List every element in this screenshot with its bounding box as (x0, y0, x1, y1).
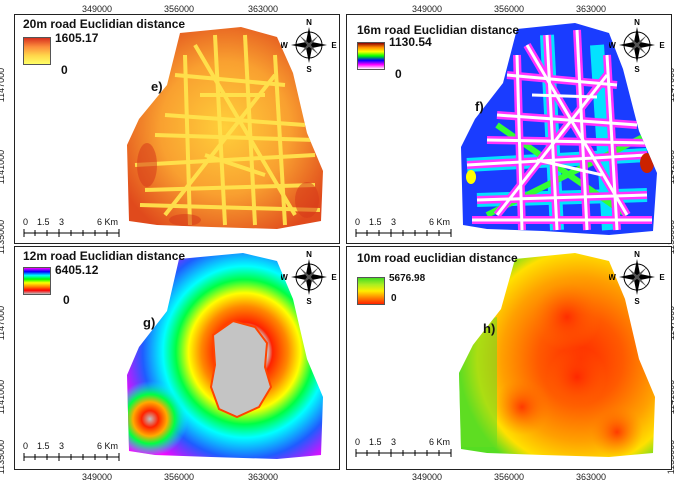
top-x-tick-5: 356000 (494, 4, 525, 14)
map-h (459, 253, 655, 457)
panel-e-legend-ramp (23, 37, 51, 65)
scale-f-3: 6 Km (429, 217, 451, 227)
compass-n: N (634, 18, 640, 27)
panel-e-legend-min: 0 (61, 63, 68, 77)
scalebar-h (355, 449, 452, 457)
panel-g-title: 12m road Euclidian distance (23, 249, 186, 263)
panel-h-legend-max: 5676.98 (389, 273, 426, 284)
scale-h-0: 0 (355, 437, 361, 447)
bottom-x-tick-3: 363000 (248, 472, 279, 482)
scale-g-1: 1.5 (37, 441, 50, 451)
compass-n: N (306, 250, 312, 259)
compass-e-letter: E (659, 273, 665, 282)
scale-g-3: 6 Km (97, 441, 119, 451)
compass-n: N (306, 18, 312, 27)
bottom-x-tick-4: 349000 (412, 472, 443, 482)
map-g (127, 253, 323, 459)
panel-f-legend-max: 1130.54 (389, 35, 432, 49)
scale-e-2: 3 (59, 217, 65, 227)
compass-s: S (634, 297, 640, 305)
compass-e-letter: E (331, 273, 337, 282)
compass-w: W (609, 41, 616, 50)
left-y-tick-4: 1147000 (0, 305, 7, 341)
panel-f-legend-min: 0 (395, 67, 402, 81)
panel-f-legend-ramp (357, 42, 385, 70)
compass-e-letter: E (659, 41, 665, 50)
scale-f-1: 1.5 (369, 217, 382, 227)
left-y-tick-5: 1141000 (0, 379, 7, 415)
scale-h-2: 3 (391, 437, 397, 447)
panel-h-legend-min: 0 (391, 293, 397, 304)
panel-f-title: 16m road Euclidian distance (357, 23, 520, 37)
compass-w: W (281, 41, 288, 50)
compass-h: N S W E (609, 250, 665, 305)
panel-e-title: 20m road Euclidian distance (23, 17, 186, 31)
scalebar-e (23, 229, 120, 237)
scale-g-0: 0 (23, 441, 29, 451)
left-y-tick-1: 1147000 (0, 67, 7, 103)
map-e (127, 27, 323, 229)
panel-h-label: h) (483, 321, 496, 336)
bottom-x-tick-6: 363000 (576, 472, 607, 482)
compass-s: S (306, 65, 312, 73)
scale-f-2: 3 (391, 217, 397, 227)
panel-e-label: e) (151, 79, 163, 94)
panel-e: 20m road Euclidian distance 1605.17 0 e)… (14, 14, 340, 244)
compass-n: N (634, 250, 640, 259)
scalebar-g (23, 453, 120, 461)
panel-g-legend-max: 6405.12 (55, 263, 99, 277)
left-y-tick-3: 1135000 (0, 219, 7, 255)
scale-h-1: 1.5 (369, 437, 382, 447)
panel-f-label: f) (475, 99, 484, 114)
top-x-tick-1: 349000 (82, 4, 113, 14)
top-x-tick-3: 363000 (248, 4, 279, 14)
compass-e-letter: E (331, 41, 337, 50)
scale-e-3: 6 Km (97, 217, 119, 227)
map-f (461, 23, 657, 235)
panel-h-legend-ramp (357, 277, 385, 305)
compass-g: N S W E (281, 250, 337, 305)
compass-e: N S W E (281, 18, 337, 73)
panel-g-legend-ramp (23, 267, 51, 295)
compass-w: W (281, 273, 288, 282)
panel-g: 12m road Euclidian distance 6405.12 0 g)… (14, 246, 340, 470)
compass-s: S (634, 65, 640, 73)
scalebar-f (355, 229, 452, 237)
panel-f: 16m road Euclidian distance 1130.54 0 f)… (346, 14, 672, 244)
scale-f-0: 0 (355, 217, 361, 227)
bottom-x-tick-1: 349000 (82, 472, 113, 482)
compass-w: W (609, 273, 616, 282)
compass-s: S (306, 297, 312, 305)
panel-e-legend-max: 1605.17 (55, 31, 99, 45)
panel-g-legend-min: 0 (63, 293, 70, 307)
top-x-tick-4: 349000 (412, 4, 443, 14)
top-x-tick-6: 363000 (576, 4, 607, 14)
top-x-tick-2: 356000 (164, 4, 195, 14)
scale-e-1: 1.5 (37, 217, 50, 227)
scale-e-0: 0 (23, 217, 29, 227)
scale-h-3: 6 Km (429, 437, 451, 447)
bottom-x-tick-2: 356000 (164, 472, 195, 482)
panel-g-label: g) (143, 315, 156, 330)
left-y-tick-6: 1135000 (0, 439, 7, 475)
left-y-tick-2: 1141000 (0, 149, 7, 185)
compass-f: N S W E (609, 18, 665, 73)
panel-h: 10m road euclidian distance 5676.98 0 h)… (346, 246, 672, 470)
scale-g-2: 3 (59, 441, 65, 451)
panel-h-title: 10m road euclidian distance (357, 251, 518, 265)
bottom-x-tick-5: 356000 (494, 472, 525, 482)
